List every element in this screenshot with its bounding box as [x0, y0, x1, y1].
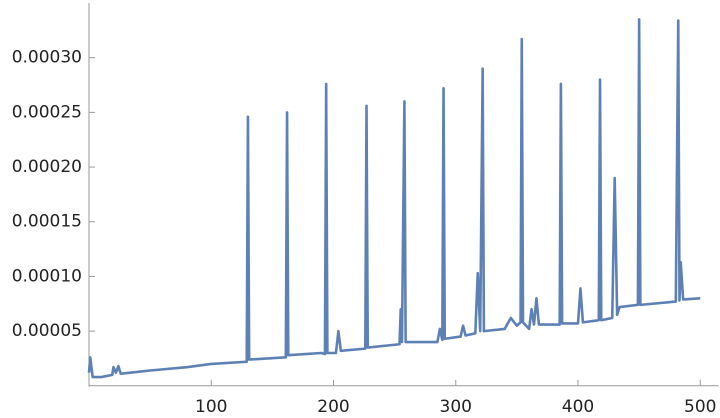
y-tick-label: 0.00010	[12, 266, 82, 286]
y-tick-label: 0.00005	[12, 321, 82, 341]
y-tick-label: 0.00030	[12, 48, 82, 68]
data-line	[87, 18, 701, 379]
x-tick-label: 100	[195, 397, 227, 417]
y-tick-label: 0.00025	[12, 102, 82, 122]
x-tick-label: 400	[562, 397, 594, 417]
x-tick-label: 200	[317, 397, 349, 417]
y-tick-label: 0.00015	[12, 212, 82, 232]
x-tick-label: 500	[684, 397, 716, 417]
y-tick-label: 0.00020	[12, 157, 82, 177]
x-tick-label: 300	[440, 397, 472, 417]
